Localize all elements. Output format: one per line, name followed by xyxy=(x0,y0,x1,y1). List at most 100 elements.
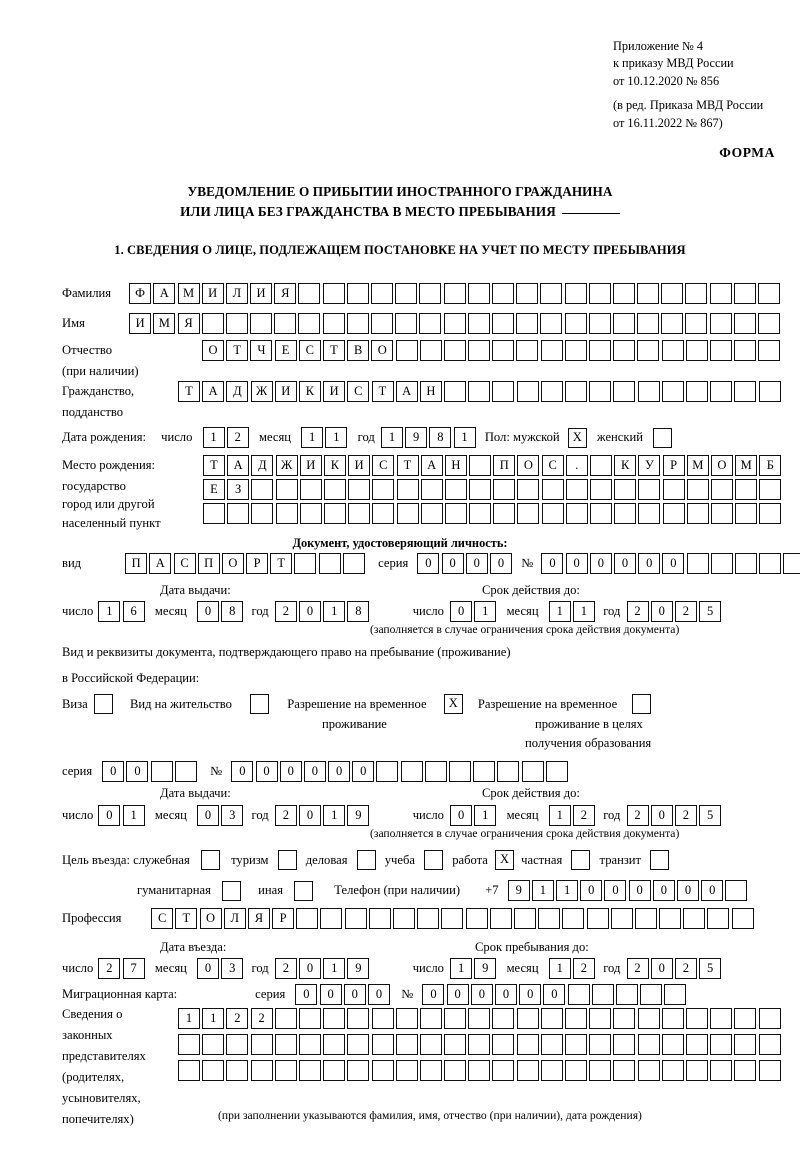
cell[interactable]: 2 xyxy=(274,958,297,979)
cell[interactable] xyxy=(371,283,393,304)
cell[interactable] xyxy=(734,1060,757,1081)
cell[interactable]: Н xyxy=(419,381,442,402)
cell[interactable]: 0 xyxy=(565,553,588,574)
temp-residence-checkbox[interactable]: X xyxy=(443,694,463,714)
cell[interactable] xyxy=(685,381,708,402)
cell[interactable] xyxy=(562,908,585,929)
cell[interactable]: 1 xyxy=(474,805,497,826)
cell[interactable] xyxy=(683,908,706,929)
cell[interactable] xyxy=(661,340,684,361)
cell[interactable] xyxy=(634,908,657,929)
cell[interactable] xyxy=(661,1034,684,1055)
cell[interactable]: 7 xyxy=(122,958,145,979)
cell[interactable]: М xyxy=(177,283,200,304)
cell[interactable] xyxy=(710,1034,733,1055)
purpose-private-checkbox[interactable] xyxy=(571,850,591,870)
cell[interactable] xyxy=(400,761,423,782)
cell[interactable] xyxy=(322,313,345,334)
representatives-input-2[interactable] xyxy=(178,1034,783,1055)
cell[interactable] xyxy=(759,479,782,500)
cell[interactable] xyxy=(516,1008,539,1029)
purpose-transit-checkbox[interactable] xyxy=(650,850,670,870)
cell[interactable] xyxy=(419,313,442,334)
cell[interactable]: Ф xyxy=(129,283,152,304)
cell[interactable] xyxy=(541,479,564,500)
cell[interactable]: 0 xyxy=(299,805,322,826)
cell[interactable] xyxy=(613,381,636,402)
birthplace-input-3[interactable] xyxy=(203,503,784,524)
cell[interactable]: П xyxy=(493,455,516,476)
cell[interactable] xyxy=(444,381,467,402)
purpose-humanitarian-checkbox[interactable] xyxy=(222,880,242,901)
cell[interactable]: З xyxy=(227,479,250,500)
cell[interactable]: 2 xyxy=(674,805,697,826)
cell[interactable] xyxy=(225,313,248,334)
cell[interactable] xyxy=(465,908,488,929)
cell[interactable]: 0 xyxy=(652,880,675,901)
cell[interactable] xyxy=(467,283,490,304)
cell[interactable] xyxy=(323,1060,346,1081)
cell[interactable] xyxy=(275,479,298,500)
cell[interactable]: П xyxy=(197,553,220,574)
cell[interactable]: А xyxy=(227,455,250,476)
cell[interactable]: 0 xyxy=(352,761,375,782)
cell[interactable] xyxy=(734,1034,757,1055)
cell[interactable] xyxy=(469,479,492,500)
cell[interactable]: 1 xyxy=(325,427,348,448)
cell[interactable]: 0 xyxy=(614,553,637,574)
cell[interactable] xyxy=(540,313,563,334)
cell[interactable] xyxy=(637,1034,660,1055)
cell[interactable]: Т xyxy=(203,455,225,476)
cell[interactable]: 2 xyxy=(274,805,297,826)
cell[interactable]: 0 xyxy=(701,880,724,901)
cell[interactable]: 0 xyxy=(231,761,254,782)
cell[interactable] xyxy=(468,1060,491,1081)
purpose-study-checkbox[interactable] xyxy=(424,850,444,870)
purpose-official-checkbox[interactable] xyxy=(200,850,220,870)
cell[interactable] xyxy=(516,313,539,334)
cell[interactable] xyxy=(469,455,492,476)
cell[interactable]: 1 xyxy=(548,805,571,826)
cell[interactable] xyxy=(396,479,419,500)
cell[interactable]: А xyxy=(153,283,176,304)
cell[interactable] xyxy=(661,1060,684,1081)
cell[interactable]: С xyxy=(347,381,370,402)
cell[interactable]: 2 xyxy=(626,805,649,826)
cell[interactable] xyxy=(497,761,520,782)
cell[interactable] xyxy=(637,283,660,304)
cell[interactable] xyxy=(709,340,732,361)
cell[interactable] xyxy=(489,908,512,929)
cell[interactable]: С xyxy=(151,908,174,929)
cell[interactable] xyxy=(347,1060,370,1081)
cell[interactable] xyxy=(589,1008,612,1029)
cell[interactable] xyxy=(613,1008,636,1029)
cell[interactable] xyxy=(637,1008,660,1029)
cell[interactable] xyxy=(758,1034,781,1055)
cell[interactable]: 0 xyxy=(446,984,469,1005)
cell[interactable] xyxy=(492,1034,515,1055)
cell[interactable] xyxy=(637,313,660,334)
cell[interactable] xyxy=(444,1034,467,1055)
cell[interactable] xyxy=(250,1034,273,1055)
cell[interactable]: А xyxy=(202,381,225,402)
cell[interactable] xyxy=(468,381,491,402)
cell[interactable]: И xyxy=(299,455,322,476)
cell[interactable] xyxy=(346,283,369,304)
cell[interactable] xyxy=(709,313,732,334)
cell[interactable] xyxy=(251,479,274,500)
cell[interactable] xyxy=(299,503,322,524)
cell[interactable]: С xyxy=(541,455,564,476)
cell[interactable]: 0 xyxy=(604,880,627,901)
cell[interactable]: О xyxy=(221,553,244,574)
cell[interactable]: 1 xyxy=(202,427,225,448)
cell[interactable]: 0 xyxy=(650,805,673,826)
cell[interactable] xyxy=(589,381,612,402)
cell[interactable] xyxy=(395,1034,418,1055)
cell[interactable]: Д xyxy=(226,381,249,402)
